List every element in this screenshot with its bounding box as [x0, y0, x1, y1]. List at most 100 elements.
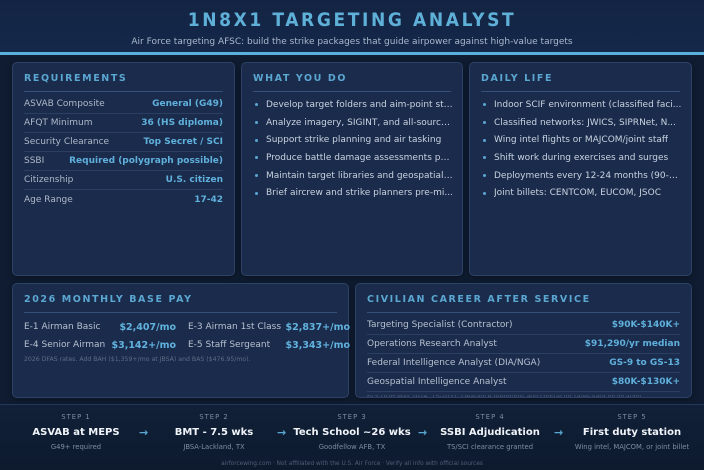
list-item: Shift work during exercises and surges	[481, 149, 683, 167]
civilian-career-list: Targeting Specialist (Contractor) $90K-$…	[367, 316, 680, 392]
card-divider	[481, 91, 680, 92]
career-row: Geospatial Intelligence Analyst $80K-$13…	[367, 373, 680, 392]
civilian-career-card: CIVILIAN CAREER AFTER SERVICE Targeting …	[355, 283, 692, 398]
pay-footnote: 2026 DFAS rates. Add BAH ($1,359+/mo at …	[24, 356, 251, 363]
requirement-label: SSBI	[24, 156, 45, 166]
pay-grade-label: E-4 Senior Airman	[24, 340, 106, 350]
arrow-right-icon: →	[139, 426, 149, 439]
career-title: Geospatial Intelligence Analyst	[367, 377, 507, 387]
list-item: Analyze imagery, SIGINT, and all-source.…	[253, 114, 454, 132]
step-detail: Goodfellow AFB, TX	[318, 443, 386, 451]
list-item: Classified networks: JWICS, SIPRNet, N..…	[481, 114, 683, 132]
bullet-icon	[483, 121, 486, 125]
pay-amount: $3,343+/mo	[285, 339, 350, 351]
step-detail: TS/SCI clearance granted	[446, 443, 534, 451]
step-3: STEP 3 Tech School ~26 wks Goodfellow AF…	[287, 413, 417, 451]
page-header: 1N8X1 TARGETING ANALYST Air Force target…	[0, 0, 704, 52]
career-title: Targeting Specialist (Contractor)	[367, 320, 513, 330]
list-item: Joint billets: CENTCOM, EUCOM, JSOC	[481, 184, 683, 202]
enlistment-steps-bar: STEP 1 ASVAB at MEPS G49+ required → STE…	[0, 404, 704, 470]
pay-amount: $3,142+/mo	[111, 339, 176, 351]
bullet-icon	[255, 138, 258, 142]
bullet-icon	[483, 191, 486, 195]
step-5: STEP 5 First duty station Wing intel, MA…	[562, 413, 702, 451]
pay-amount: $2,837+/mo	[285, 321, 350, 333]
card-divider	[24, 91, 223, 92]
list-item: Produce battle damage assessments po...	[253, 149, 454, 167]
career-row: Federal Intelligence Analyst (DIA/NGA) G…	[367, 354, 680, 373]
requirement-row: Citizenship U.S. citizen	[24, 171, 223, 190]
civilian-career-title: CIVILIAN CAREER AFTER SERVICE	[367, 294, 591, 305]
arrow-right-icon: →	[554, 426, 564, 439]
requirement-label: Security Clearance	[24, 137, 110, 147]
pay-amount: $2,407/mo	[119, 321, 176, 333]
requirements-card: REQUIREMENTS ASVAB Composite General (G4…	[12, 62, 235, 276]
list-item: Maintain target libraries and geospatial…	[253, 167, 454, 185]
header-divider	[0, 52, 704, 55]
requirement-row: Security Clearance Top Secret / SCI	[24, 133, 223, 152]
daily-life-title: DAILY LIFE	[481, 73, 554, 84]
requirement-row: AFQT Minimum 36 (HS diploma)	[24, 114, 223, 133]
bullet-icon	[255, 156, 258, 160]
requirement-value: U.S. citizen	[165, 175, 223, 185]
step-number: STEP 3	[337, 413, 367, 421]
card-divider	[24, 312, 337, 313]
bullet-icon	[255, 191, 258, 195]
bullet-icon	[483, 138, 486, 142]
civilian-footnote: BLS OOH May 2024, 15-2031; clearance pre…	[367, 395, 667, 397]
step-title: BMT - 7.5 wks	[174, 427, 254, 438]
career-row: Operations Research Analyst $91,290/yr m…	[367, 335, 680, 354]
pay-grade-label: E-5 Staff Sergeant	[188, 340, 271, 350]
bullet-icon	[255, 174, 258, 178]
requirement-label: Citizenship	[24, 175, 74, 185]
base-pay-card: 2026 MONTHLY BASE PAY E-1 Airman Basic $…	[12, 283, 350, 398]
requirement-value: General (G49)	[152, 99, 223, 109]
requirement-label: ASVAB Composite	[24, 99, 105, 109]
list-item: Support strike planning and air tasking	[253, 131, 454, 149]
career-salary: GS-9 to GS-13	[609, 358, 680, 368]
page-title: 1N8X1 TARGETING ANALYST	[187, 9, 517, 31]
career-salary: $80K-$130K+	[611, 377, 680, 387]
step-detail: G49+ required	[50, 443, 102, 451]
requirement-value: Top Secret / SCI	[143, 137, 223, 147]
requirements-title: REQUIREMENTS	[24, 73, 128, 84]
list-item: Wing intel flights or MAJCOM/joint staff	[481, 131, 683, 149]
career-title: Federal Intelligence Analyst (DIA/NGA)	[367, 358, 541, 368]
step-title: First duty station	[582, 427, 682, 438]
requirement-value: 17-42	[194, 194, 223, 205]
step-1: STEP 1 ASVAB at MEPS G49+ required	[11, 413, 141, 451]
step-detail: Wing intel, MAJCOM, or joint billet	[574, 443, 690, 451]
pay-item: E-1 Airman Basic $2,407/mo	[24, 318, 176, 336]
list-item: Deployments every 12-24 months (90-1...	[481, 167, 683, 185]
what-you-do-card: WHAT YOU DO Develop target folders and a…	[241, 62, 463, 276]
step-title: SSBI Adjudication	[440, 427, 540, 438]
requirement-label: AFQT Minimum	[24, 118, 93, 128]
list-item: Develop target folders and aim-point stu…	[253, 96, 454, 114]
daily-life-list: Indoor SCIF environment (classified faci…	[481, 96, 683, 202]
list-item: Brief aircrew and strike planners pre-mi…	[253, 184, 454, 202]
step-number: STEP 1	[61, 413, 91, 421]
requirement-label: Age Range	[24, 194, 73, 205]
requirements-list: ASVAB Composite General (G49) AFQT Minim…	[24, 95, 223, 209]
career-row: Targeting Specialist (Contractor) $90K-$…	[367, 316, 680, 335]
step-number: STEP 2	[199, 413, 229, 421]
bullet-icon	[483, 103, 486, 107]
list-item: Indoor SCIF environment (classified faci…	[481, 96, 683, 114]
bullet-icon	[255, 103, 258, 107]
career-salary: $90K-$140K+	[611, 320, 680, 330]
requirement-row: ASVAB Composite General (G49)	[24, 95, 223, 114]
career-salary: $91,290/yr median	[584, 339, 680, 349]
arrow-right-icon: →	[418, 426, 428, 439]
bullet-icon	[255, 121, 258, 125]
step-title: Tech School ~26 wks	[293, 427, 411, 438]
requirement-value: Required (polygraph possible)	[69, 156, 223, 166]
card-divider	[367, 312, 680, 313]
pay-grid: E-1 Airman Basic $2,407/mo E-3 Airman 1s…	[24, 318, 350, 354]
requirement-row: SSBI Required (polygraph possible)	[24, 152, 223, 171]
pay-grade-label: E-1 Airman Basic	[24, 322, 101, 332]
base-pay-title: 2026 MONTHLY BASE PAY	[24, 294, 193, 305]
footer-disclaimer: airforcewing.com · Not affiliated with t…	[221, 461, 483, 467]
step-title: ASVAB at MEPS	[32, 427, 120, 438]
bullet-icon	[483, 156, 486, 160]
